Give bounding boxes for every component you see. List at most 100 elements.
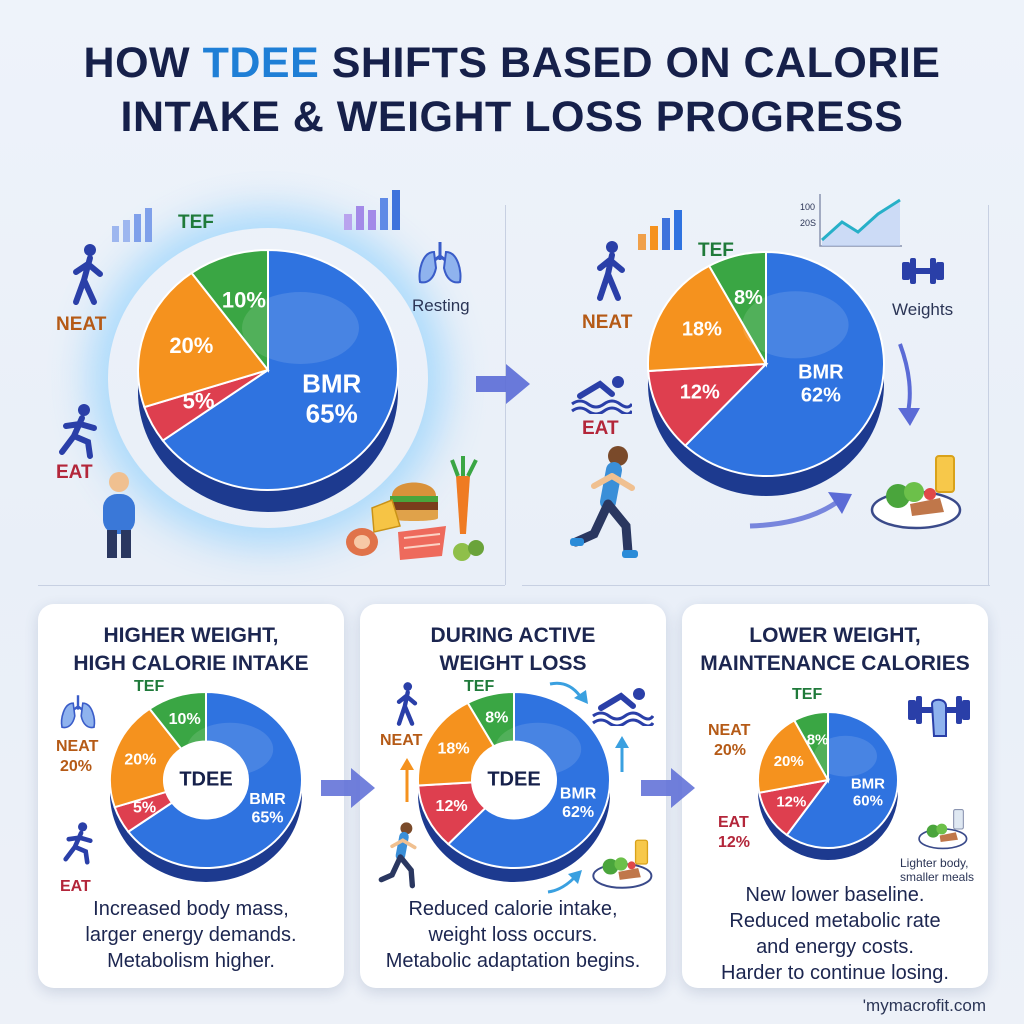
swimmer-icon (571, 376, 632, 414)
card-3-eat-pct: 12% (718, 834, 751, 851)
pie-label-bmr: BMR 65% (302, 369, 361, 429)
pie-slice-tef (707, 250, 767, 368)
walking-person-icon (73, 244, 103, 305)
top-left-tef-label: TEF (178, 212, 214, 233)
lungs-icon (418, 242, 462, 284)
axis-label-20s: 20S (800, 218, 817, 228)
top-right-neat-label: NEAT (582, 312, 633, 333)
pie-label-bmr: BMR 65% (249, 791, 286, 826)
card-1-neat-pct: 20% (60, 758, 93, 775)
salad-plate-icon (870, 455, 962, 530)
up-arrow-icon (615, 736, 629, 772)
title-accent: TDEE (202, 39, 320, 87)
dumbbell-icon (902, 258, 944, 284)
pie-label-neat: 20% (124, 752, 156, 769)
pie-label-bmr: BMR 62% (798, 362, 844, 407)
card-title: DURING ACTIVE WEIGHT LOSS (430, 624, 596, 675)
top-right-tef-label: TEF (698, 240, 734, 261)
pie-label-tef: 10% (222, 287, 266, 312)
pie-label-eat: 12% (776, 794, 806, 811)
pie-label-tef: 8% (734, 287, 763, 309)
top-left-frame-bottom (38, 585, 505, 586)
line-chart-icon (819, 194, 902, 247)
pie-sheen (742, 291, 849, 359)
pie-label-neat: 18% (682, 319, 722, 341)
card-title: HIGHER WEIGHT, HIGH CALORIE INTAKE (73, 624, 309, 675)
donut-center-label: TDEE (487, 768, 540, 790)
pie-slice-bmr (161, 248, 399, 491)
pie-slice-neat (647, 264, 768, 373)
axis-label-100: 100 (800, 202, 816, 212)
bar-chart-icon (112, 208, 152, 242)
salad-plate-icon (592, 839, 653, 889)
food-plate-icon (346, 456, 484, 561)
standing-person-icon (103, 472, 135, 558)
donut-hole (472, 741, 556, 819)
lungs-icon (60, 695, 96, 729)
card-3-note-line-1: Lighter body, (900, 856, 969, 870)
card-3-tef-label: TEF (792, 686, 823, 703)
page-title: HOW TDEE SHIFTS BASED ON CALORIE INTAKE … (0, 36, 1024, 144)
dumbbell-arm-icon (908, 696, 970, 737)
pie-label-bmr: BMR 62% (560, 786, 597, 821)
donut-center-label: TDEE (179, 768, 232, 790)
up-arrow-icon (400, 758, 414, 802)
swimmer-icon (592, 688, 654, 726)
pie-slice-neat (137, 271, 270, 409)
transition-arrow-icon (476, 364, 530, 404)
pie-slice-bmr (785, 710, 899, 849)
curved-arrow-icon (749, 492, 852, 529)
title-line-1: HOW TDEE SHIFTS BASED ON CALORIE (83, 39, 941, 87)
top-left-neat-label: NEAT (56, 314, 107, 335)
down-arrow-icon (898, 343, 920, 426)
top-right-weights-label: Weights (892, 300, 954, 319)
top-right-frame-right (988, 205, 989, 585)
walking-person-icon (396, 682, 418, 726)
card-description: New lower baseline. Reduced metabolic ra… (721, 884, 949, 984)
title-line-2: INTAKE & WEIGHT LOSS PROGRESS (120, 93, 904, 141)
salad-plate-icon (918, 809, 968, 850)
transition-arrow-icon (641, 768, 695, 808)
runner-woman-icon (378, 822, 417, 889)
pie-slice-tef (190, 248, 269, 373)
pie-label-tef: 10% (169, 711, 201, 728)
card-2-neat-label: NEAT (380, 732, 423, 749)
curved-arrow-icon (547, 870, 582, 894)
running-person-icon (63, 822, 93, 865)
runner-woman-icon (570, 446, 638, 558)
top-right-frame-bottom (522, 585, 990, 586)
bar-chart-icon (638, 210, 682, 250)
pie-label-tef: 8% (807, 731, 829, 748)
pie-label-neat: 18% (438, 741, 470, 758)
card-3-note-line-2: smaller meals (900, 870, 975, 884)
pie-sheen (814, 735, 877, 777)
card-title: LOWER WEIGHT, MAINTENANCE CALORIES (700, 624, 970, 675)
card-1-neat-label: NEAT (56, 738, 99, 755)
card-description: Increased body mass, larger energy deman… (85, 898, 297, 972)
card-1-eat-label: EAT (60, 878, 91, 895)
pie-slice-tef (792, 710, 829, 784)
top-left-resting-label: Resting (412, 296, 470, 315)
curved-arrow-icon (549, 681, 588, 704)
pie-sheen (242, 292, 359, 364)
card-3-neat-pct: 20% (714, 742, 747, 759)
pie-slice-bmr (683, 250, 885, 477)
running-person-icon (59, 404, 97, 459)
pie-label-tef: 8% (485, 710, 508, 727)
card-2-tef-label: TEF (464, 678, 495, 695)
donut-hole (164, 741, 248, 819)
carrot-icon (450, 456, 478, 534)
walking-person-icon (597, 241, 625, 301)
card-3-neat-label: NEAT (708, 722, 751, 739)
pie-label-neat: 20% (774, 753, 804, 770)
pie-slice-neat (757, 719, 830, 794)
bar-chart-icon (344, 190, 400, 230)
pie-label-neat: 20% (169, 333, 213, 358)
card-description: Reduced calorie intake, weight loss occu… (385, 898, 641, 972)
top-left-frame-right (505, 205, 506, 585)
